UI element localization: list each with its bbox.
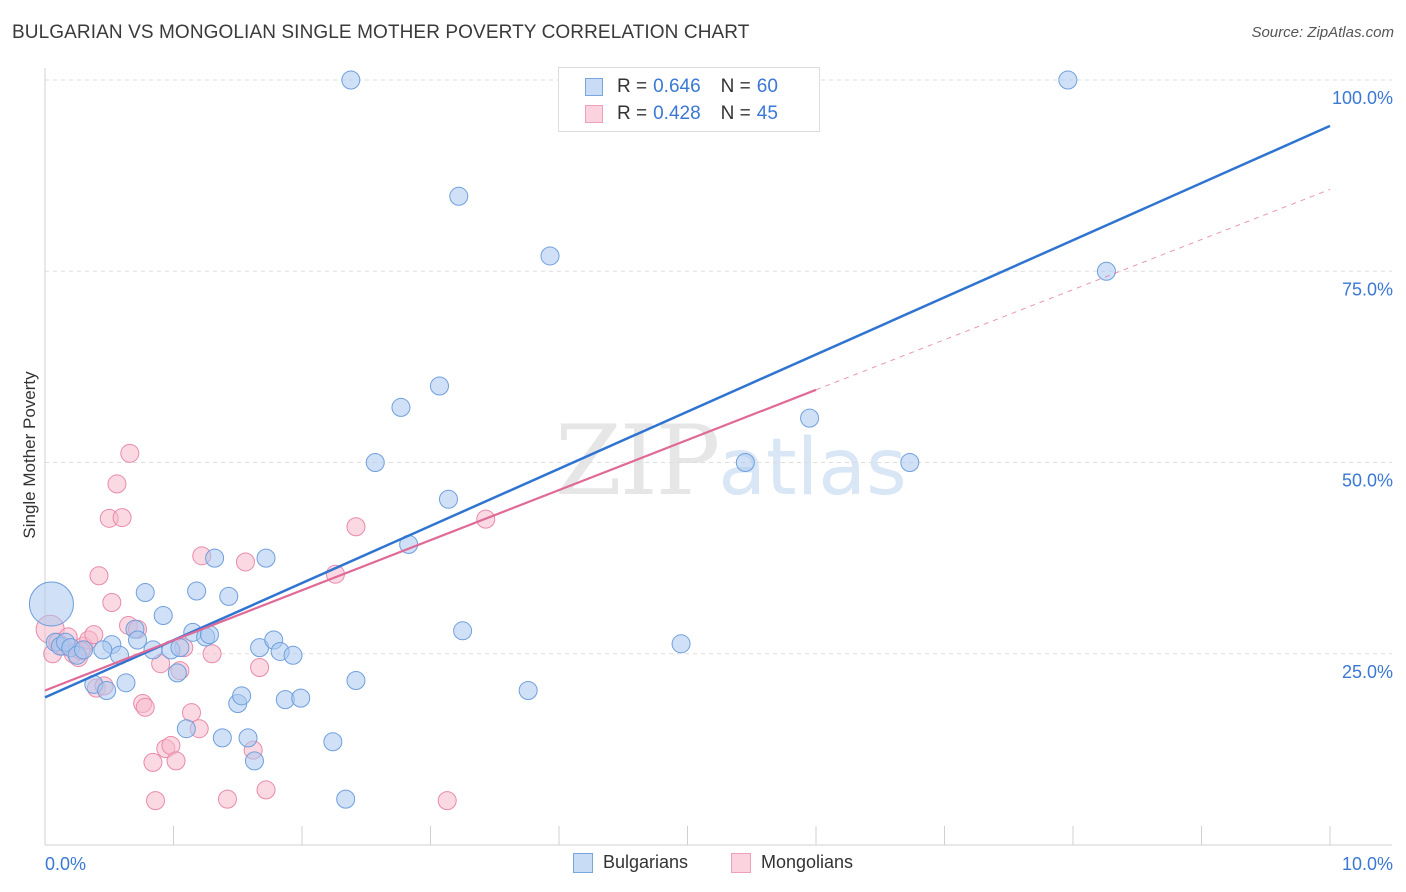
- mongolian-point: [166, 751, 186, 771]
- mongolian-point: [120, 443, 140, 463]
- bulgarian-point: [291, 688, 311, 708]
- bulgarian-point: [449, 186, 469, 206]
- mongolian-trendline-extension: [815, 188, 1331, 391]
- mongolian-point: [143, 752, 163, 772]
- y-tick-label: 100.0%: [1332, 88, 1393, 108]
- legend-row-mongolians: R = 0.428 N = 45: [585, 102, 778, 126]
- bulgarian-point: [1096, 261, 1116, 281]
- series-swatch-pink: [731, 852, 751, 873]
- bulgarian-point: [232, 686, 252, 706]
- bulgarian-point: [128, 630, 148, 650]
- watermark-zip: ZIP: [555, 405, 720, 517]
- x-tick-label: 0.0%: [45, 854, 86, 874]
- mongolian-point: [107, 474, 127, 494]
- mongolian-point: [181, 703, 201, 723]
- bulgarian-point: [336, 789, 356, 809]
- mongolian-point: [84, 625, 104, 645]
- series-swatch-blue: [573, 852, 593, 873]
- bulgarian-point: [540, 246, 560, 266]
- mongolian-point: [135, 697, 155, 717]
- bulgarian-point: [238, 728, 258, 748]
- bulgarian-point: [74, 640, 94, 660]
- bulgarian-point: [1058, 70, 1078, 90]
- bulgarian-point: [323, 732, 343, 752]
- legend-n-value: 60: [756, 76, 778, 97]
- bulgarian-point: [438, 489, 458, 509]
- chart-title: BULGARIAN VS MONGOLIAN SINGLE MOTHER POV…: [12, 22, 750, 43]
- mongolian-point: [112, 508, 132, 528]
- bulgarian-point: [900, 453, 920, 472]
- x-tick-label: 10.0%: [1342, 854, 1393, 874]
- bulgarian-point: [800, 408, 820, 428]
- bulgarian-point: [391, 397, 411, 417]
- series-legend-label: Mongolians: [761, 852, 854, 872]
- y-axis-label: Single Mother Poverty: [20, 371, 39, 539]
- legend-n-label: N =: [720, 103, 751, 124]
- bulgarian-point: [429, 376, 449, 396]
- legend-r-value: 0.646: [653, 76, 701, 97]
- legend-n-label: N =: [720, 76, 751, 97]
- y-tick-label: 25.0%: [1342, 662, 1393, 682]
- legend-swatch-pink: [585, 105, 603, 123]
- bulgarian-point: [205, 548, 225, 568]
- legend-n-value: 45: [756, 103, 778, 124]
- bulgarian-trendline: [44, 124, 1331, 699]
- mongolian-point: [250, 658, 270, 678]
- mongolian-trendline: [44, 388, 817, 692]
- mongolian-point: [202, 644, 222, 664]
- bulgarian-point: [97, 680, 117, 700]
- bulgarian-point: [283, 645, 303, 665]
- mongolian-point: [146, 791, 166, 811]
- mongolian-point: [346, 517, 366, 537]
- series-legend: Bulgarians Mongolians: [0, 852, 1406, 876]
- series-legend-label: Bulgarians: [603, 852, 689, 872]
- mongolian-point: [437, 791, 457, 811]
- bulgarian-point: [346, 671, 366, 691]
- mongolian-point: [89, 566, 109, 586]
- bulgarian-point: [518, 680, 538, 700]
- bulgarian-point: [256, 548, 276, 568]
- bulgarian-point: [219, 586, 239, 606]
- bulgarian-point: [28, 581, 74, 627]
- bulgarian-point: [153, 606, 173, 625]
- correlation-legend: R = 0.646 N = 60 R = 0.428 N = 45: [558, 67, 820, 132]
- source-label: Source: ZipAtlas.com: [1251, 24, 1394, 41]
- y-tick-label: 50.0%: [1342, 471, 1393, 491]
- bulgarian-point: [244, 751, 264, 771]
- watermark: ZIPatlas: [555, 405, 907, 517]
- y-tick-label: 75.0%: [1342, 279, 1393, 299]
- bulgarian-point: [176, 719, 196, 739]
- bulgarian-point: [135, 583, 155, 603]
- bulgarian-point: [212, 728, 232, 748]
- bulgarian-point: [187, 581, 207, 601]
- series-legend-mongolians[interactable]: Mongolians: [731, 852, 853, 873]
- mongolian-point: [217, 789, 237, 809]
- legend-r-label: R =: [617, 76, 648, 97]
- bulgarian-point: [93, 640, 113, 660]
- legend-row-bulgarians: R = 0.646 N = 60: [585, 75, 778, 99]
- legend-swatch-blue: [585, 78, 603, 96]
- bulgarian-point: [365, 453, 385, 472]
- bulgarian-point: [735, 453, 755, 472]
- bulgarian-point: [341, 70, 361, 90]
- bulgarian-point: [167, 663, 187, 683]
- bulgarian-point: [671, 634, 691, 654]
- mongolian-point: [256, 780, 276, 800]
- mongolian-point: [102, 592, 122, 612]
- bulgarian-point: [116, 673, 136, 693]
- bulgarian-point: [453, 621, 473, 641]
- legend-r-value: 0.428: [653, 103, 701, 124]
- legend-r-label: R =: [617, 103, 648, 124]
- series-legend-bulgarians[interactable]: Bulgarians: [573, 852, 688, 873]
- mongolian-point: [235, 552, 255, 572]
